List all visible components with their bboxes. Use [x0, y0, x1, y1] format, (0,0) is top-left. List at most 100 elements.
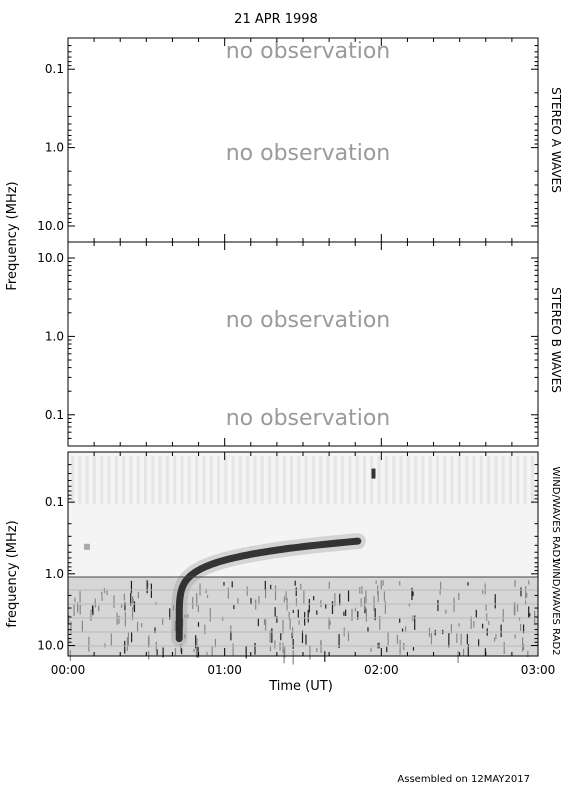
rad2-noise-mark: [162, 617, 164, 625]
rad2-noise-mark: [316, 610, 318, 615]
rad2-noise-mark: [288, 611, 290, 620]
rad1-stripe: [129, 456, 133, 504]
rad2-noise-mark: [412, 647, 415, 651]
x-tick-label: 02:00: [364, 663, 399, 677]
rad2-noise-mark: [309, 645, 311, 660]
rad2-noise-mark: [300, 583, 302, 591]
rad2-noise-mark: [495, 634, 497, 639]
rad2-noise-mark: [482, 589, 484, 594]
rad2-noise-mark: [91, 605, 94, 613]
rad1-stripe: [428, 456, 432, 504]
rad1-stripe: [100, 456, 104, 504]
rad2-noise-mark: [396, 635, 398, 644]
rad2-noise-mark: [180, 643, 182, 653]
rad1-stripe: [114, 456, 118, 504]
rad1-stripe: [311, 456, 315, 504]
burst-core: [175, 537, 362, 643]
rad1-stripe: [472, 456, 476, 504]
panel-right-label: STEREO A WAVES: [549, 87, 563, 193]
rad1-stripe: [209, 456, 213, 504]
rad1-stripe: [85, 456, 89, 504]
rad2-noise-mark: [485, 604, 487, 611]
rad2-noise-mark: [380, 580, 382, 589]
rad2-noise-mark: [209, 607, 211, 622]
rad2-noise-mark: [295, 598, 298, 606]
rad2-noise-mark: [79, 591, 81, 603]
rad1-stripe: [341, 456, 345, 504]
rad1-stripe: [319, 456, 323, 504]
rad1-stripe: [238, 456, 242, 504]
rad1-stripe: [399, 456, 403, 504]
rad2-noise-mark: [503, 641, 505, 654]
rad1-stripe: [78, 456, 82, 504]
rad2-noise-mark: [169, 608, 171, 620]
rad2-noise-mark: [359, 590, 361, 594]
y-tick-label: 1.0: [45, 141, 64, 155]
rad1-stripe: [487, 456, 491, 504]
rad1-stripe: [217, 456, 220, 504]
rad1-stripe: [501, 456, 505, 504]
rad2-noise-mark: [484, 583, 486, 595]
rad2-noise-mark: [123, 593, 125, 601]
rad1-stripe: [443, 456, 447, 504]
rad2-noise-mark: [196, 637, 198, 651]
rad2-noise-mark: [68, 615, 70, 624]
rad1-stripe: [224, 456, 228, 504]
rad2-noise-mark: [383, 591, 386, 602]
rad2-noise-mark: [399, 639, 401, 655]
rad1-stripe: [195, 456, 199, 504]
y-tick-label: 0.1: [45, 62, 64, 76]
rad2-noise-mark: [147, 582, 149, 587]
rad2-noise-mark: [345, 609, 347, 616]
rad1-stripe: [144, 456, 147, 504]
rad2-noise-mark: [529, 613, 531, 617]
rad2-noise-mark: [174, 620, 176, 632]
rad1-stripe: [92, 456, 96, 504]
rad2-noise-mark: [246, 586, 248, 596]
rad2-noise-mark: [255, 599, 257, 610]
rad2-noise-mark: [378, 642, 380, 649]
rad2-noise-mark: [440, 581, 442, 591]
rad2-noise-mark: [211, 645, 213, 656]
panel-right-label: WIND/WAVES RAD1: [550, 466, 561, 563]
rad2-noise-mark: [130, 593, 132, 606]
rad2-noise-mark: [457, 650, 459, 664]
rad2-noise-mark: [411, 587, 413, 601]
rad1-stripe: [516, 456, 520, 504]
rad2-noise-mark: [475, 609, 477, 618]
rad2-noise-mark: [522, 624, 525, 634]
rad2-noise-mark: [437, 600, 439, 612]
rad1-stripe: [275, 456, 279, 504]
rad2-noise-mark: [522, 637, 524, 652]
panel-stereo-a-frame: [67, 37, 539, 243]
rad2-noise-mark: [156, 649, 158, 656]
rad1-stripe: [377, 456, 381, 504]
rad1-stripe: [384, 456, 388, 504]
rad2-noise: [68, 580, 538, 665]
rad2-noise-mark: [519, 623, 522, 631]
x-tick-label: 00:00: [51, 663, 86, 677]
rad2-region: [68, 577, 538, 656]
rad1-stripe: [151, 456, 155, 504]
rad2-noise-mark: [343, 611, 345, 616]
rad1-stripe: [414, 456, 418, 504]
rad2-noise-mark: [453, 597, 455, 612]
rad2-noise-mark: [292, 650, 294, 665]
rad2-noise-mark: [130, 632, 133, 643]
y-tick-label: 1.0: [45, 329, 64, 343]
y-tick-label: 0.1: [45, 495, 64, 509]
rad2-noise-mark: [525, 585, 527, 599]
rad2-noise-mark: [81, 620, 84, 633]
rad2-noise-mark: [364, 606, 366, 614]
rad1-stripe: [523, 456, 527, 504]
rad2-noise-mark: [297, 609, 299, 619]
rad2-noise-mark: [338, 634, 340, 649]
rad2-noise-mark: [204, 624, 206, 635]
rad1-stripe: [465, 456, 469, 504]
rad2-noise-mark: [494, 594, 496, 609]
rad1-stripe: [290, 456, 293, 504]
rad2-noise-mark: [466, 634, 468, 644]
y-tick-label: 10.0: [37, 219, 64, 233]
rad2-noise-mark: [382, 580, 384, 586]
